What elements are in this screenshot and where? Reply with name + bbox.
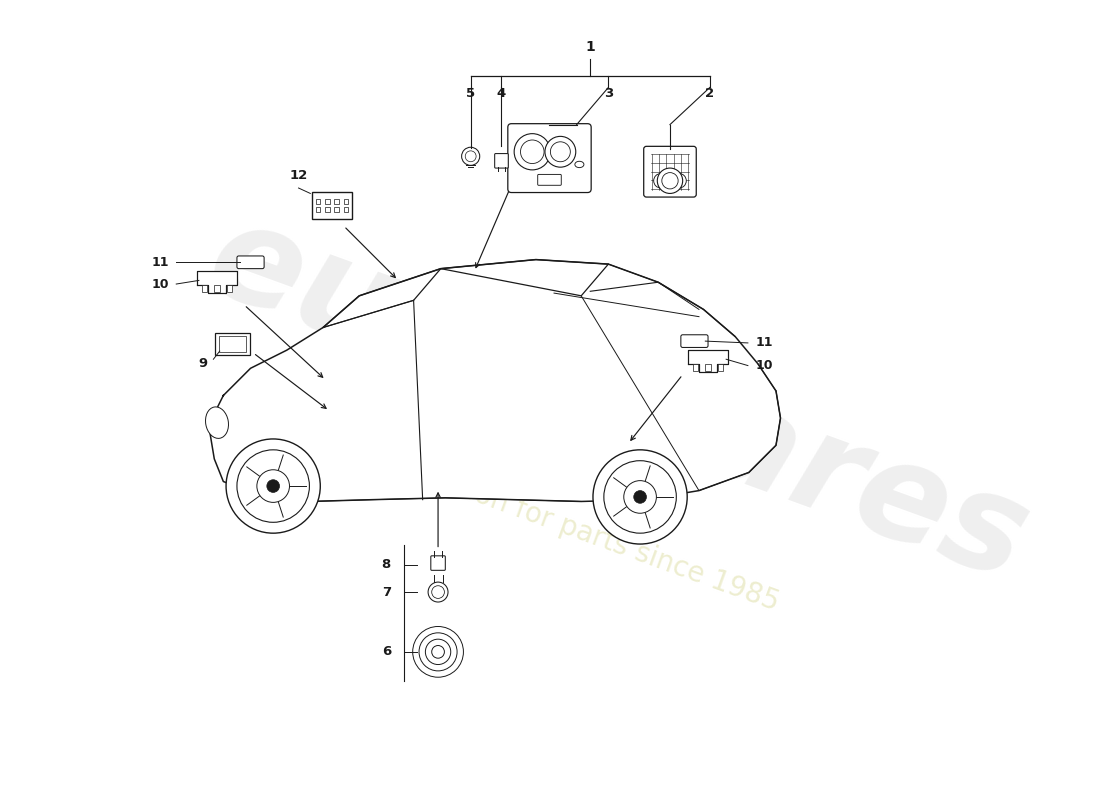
Text: 9: 9 bbox=[198, 358, 207, 370]
Circle shape bbox=[550, 142, 570, 162]
Text: 6: 6 bbox=[382, 646, 390, 658]
Circle shape bbox=[257, 470, 289, 502]
FancyBboxPatch shape bbox=[227, 285, 232, 292]
Circle shape bbox=[604, 461, 676, 533]
Circle shape bbox=[465, 151, 476, 162]
Polygon shape bbox=[210, 259, 781, 502]
FancyBboxPatch shape bbox=[693, 364, 698, 371]
FancyBboxPatch shape bbox=[718, 364, 724, 371]
FancyBboxPatch shape bbox=[508, 124, 591, 193]
Text: 8: 8 bbox=[382, 558, 390, 571]
Text: 10: 10 bbox=[755, 359, 772, 372]
FancyBboxPatch shape bbox=[201, 285, 207, 292]
Circle shape bbox=[227, 439, 320, 533]
Text: 4: 4 bbox=[497, 87, 506, 100]
Text: 2: 2 bbox=[705, 87, 714, 100]
FancyBboxPatch shape bbox=[495, 154, 508, 168]
FancyBboxPatch shape bbox=[214, 285, 220, 292]
FancyBboxPatch shape bbox=[538, 174, 561, 186]
FancyBboxPatch shape bbox=[316, 199, 320, 204]
Text: 5: 5 bbox=[466, 87, 475, 100]
FancyBboxPatch shape bbox=[431, 556, 446, 570]
Circle shape bbox=[520, 140, 544, 163]
FancyBboxPatch shape bbox=[216, 333, 250, 354]
Polygon shape bbox=[197, 271, 236, 293]
Circle shape bbox=[634, 490, 647, 503]
Circle shape bbox=[412, 626, 463, 678]
Text: 10: 10 bbox=[152, 278, 169, 290]
FancyBboxPatch shape bbox=[312, 192, 352, 219]
Circle shape bbox=[431, 586, 444, 598]
FancyBboxPatch shape bbox=[343, 199, 349, 204]
Text: 11: 11 bbox=[152, 256, 169, 269]
Circle shape bbox=[514, 134, 550, 170]
Ellipse shape bbox=[206, 407, 229, 438]
FancyBboxPatch shape bbox=[705, 364, 711, 371]
Circle shape bbox=[662, 173, 678, 189]
Circle shape bbox=[672, 174, 686, 188]
Circle shape bbox=[462, 147, 480, 166]
Circle shape bbox=[624, 481, 657, 514]
Text: 7: 7 bbox=[382, 586, 390, 598]
Text: a passion for parts since 1985: a passion for parts since 1985 bbox=[379, 446, 783, 616]
Text: 3: 3 bbox=[604, 87, 613, 100]
FancyBboxPatch shape bbox=[219, 336, 246, 352]
FancyBboxPatch shape bbox=[316, 207, 320, 212]
FancyBboxPatch shape bbox=[326, 199, 330, 204]
FancyBboxPatch shape bbox=[236, 256, 264, 269]
Circle shape bbox=[653, 174, 668, 188]
Ellipse shape bbox=[575, 162, 584, 168]
Circle shape bbox=[606, 463, 674, 531]
Circle shape bbox=[658, 168, 683, 194]
Text: 11: 11 bbox=[755, 337, 772, 350]
Text: 12: 12 bbox=[289, 169, 308, 182]
Circle shape bbox=[428, 582, 448, 602]
FancyBboxPatch shape bbox=[343, 207, 349, 212]
Text: eurospares: eurospares bbox=[190, 191, 1044, 609]
Circle shape bbox=[267, 480, 279, 493]
FancyBboxPatch shape bbox=[326, 207, 330, 212]
Text: 1: 1 bbox=[585, 40, 595, 54]
Circle shape bbox=[419, 633, 458, 671]
Circle shape bbox=[544, 136, 575, 167]
FancyBboxPatch shape bbox=[681, 334, 708, 347]
Circle shape bbox=[431, 646, 444, 658]
Circle shape bbox=[426, 639, 451, 665]
Circle shape bbox=[236, 450, 309, 522]
Polygon shape bbox=[689, 350, 728, 372]
Circle shape bbox=[593, 450, 688, 544]
FancyBboxPatch shape bbox=[334, 199, 339, 204]
FancyBboxPatch shape bbox=[334, 207, 339, 212]
FancyBboxPatch shape bbox=[644, 146, 696, 197]
